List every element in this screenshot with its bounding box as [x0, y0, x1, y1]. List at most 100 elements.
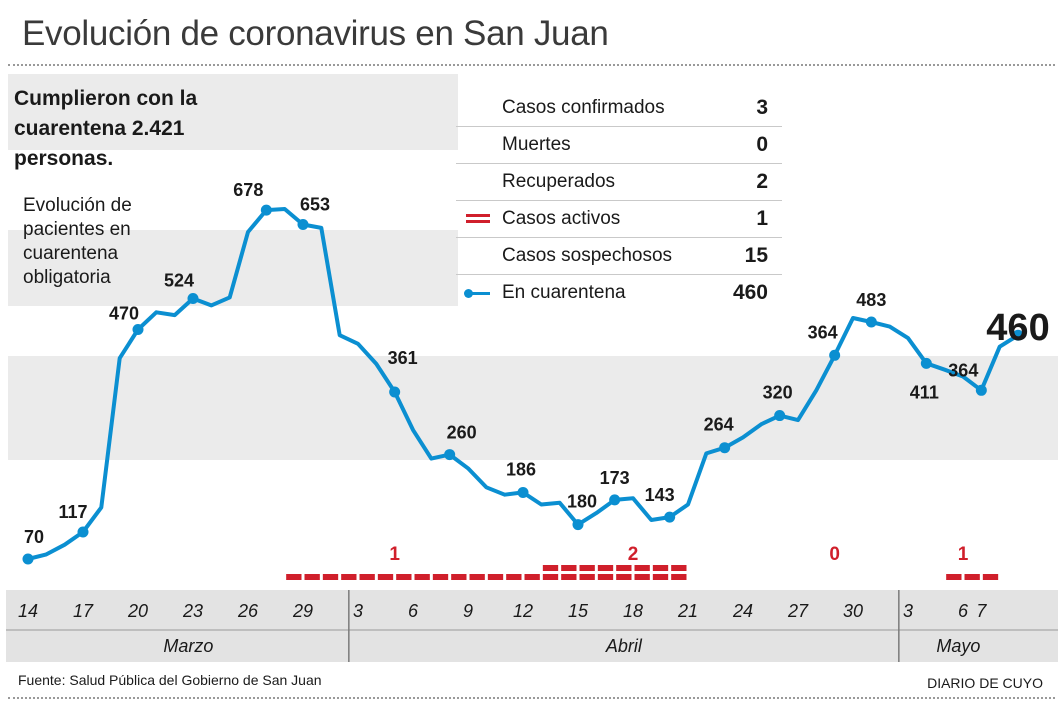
x-tick-label: 14 [18, 601, 38, 621]
active-case-block [359, 574, 375, 580]
summary-label: Casos activos [502, 208, 621, 229]
data-point [297, 218, 309, 230]
summary-value: 2 [756, 170, 768, 193]
subtitle: Cumplieron con la cuarentena 2.421 perso… [14, 87, 198, 170]
active-case-block [286, 574, 302, 580]
data-point [609, 494, 621, 506]
data-label: 678 [233, 180, 263, 200]
x-tick-label: 30 [843, 601, 863, 621]
active-case-block [964, 574, 980, 580]
data-label: 364 [808, 322, 838, 342]
data-point [260, 204, 272, 216]
data-label: 264 [704, 415, 734, 435]
x-tick-label: 17 [73, 601, 94, 621]
data-point [1012, 329, 1024, 341]
data-label: 411 [910, 382, 939, 402]
active-case-block [652, 565, 669, 571]
summary-label: En cuarentena [502, 282, 626, 303]
quarantine-line-marker-icon [464, 289, 490, 298]
data-point [920, 357, 932, 369]
x-tick-label: 6 [408, 601, 419, 621]
summary-value: 15 [744, 244, 768, 267]
data-point [719, 442, 731, 454]
summary-value: 3 [756, 96, 768, 119]
bottom-divider [8, 697, 1055, 699]
x-tick-label: 21 [677, 601, 698, 621]
x-tick-label: 18 [623, 601, 643, 621]
active-case-block [616, 565, 632, 571]
data-label: 180 [567, 492, 597, 512]
summary-row-cuarentena: En cuarentena 460 [456, 275, 782, 311]
data-label: 260 [447, 423, 477, 443]
data-label-latest: 460 [986, 307, 1049, 349]
mid-band [8, 356, 1058, 460]
data-label: 470 [109, 303, 139, 323]
summary-label: Recuperados [502, 171, 616, 192]
active-case-block [524, 574, 540, 580]
active-case-block [652, 574, 669, 580]
data-point [77, 526, 89, 538]
data-label: 186 [506, 459, 536, 479]
data-label: 361 [388, 348, 418, 368]
data-label: 483 [856, 290, 886, 310]
data-label: 524 [164, 271, 194, 291]
data-point [829, 349, 841, 361]
active-case-block [579, 574, 595, 580]
active-case-block [671, 565, 687, 571]
data-label: 173 [600, 468, 630, 488]
active-case-block [597, 565, 614, 571]
active-cases-label: 0 [829, 544, 840, 565]
chart-title: Evolución de coronavirus en San Juan [22, 14, 609, 53]
month-label: Mayo [936, 636, 980, 656]
data-point [572, 519, 584, 531]
data-point [664, 511, 676, 523]
summary-row-confirmados: Casos confirmados 3 [456, 90, 782, 127]
active-case-block [304, 574, 320, 580]
x-tick-label: 3 [353, 601, 363, 621]
active-cases-label: 2 [628, 544, 639, 565]
data-point [444, 449, 456, 461]
active-case-block [561, 574, 577, 580]
active-case-block [341, 574, 357, 580]
active-case-block [414, 574, 430, 580]
summary-value: 0 [756, 133, 768, 156]
active-cases-label: 1 [958, 544, 969, 565]
publisher-brand: DIARIO DE CUYO [927, 675, 1043, 691]
data-point [975, 384, 987, 396]
active-case-block [451, 574, 467, 580]
active-case-block [634, 574, 650, 580]
active-case-block [946, 574, 962, 580]
summary-value: 460 [732, 281, 768, 304]
active-case-block [634, 565, 650, 571]
x-tick-label: 27 [787, 601, 809, 621]
active-case-block [616, 574, 632, 580]
data-point [187, 293, 199, 305]
x-tick-label: 29 [292, 601, 313, 621]
data-label: 320 [763, 383, 793, 403]
active-case-block [579, 565, 595, 571]
caption-band [8, 230, 458, 306]
data-label: 143 [645, 485, 675, 505]
data-point [132, 323, 144, 335]
summary-row-muertes: Muertes 0 [456, 127, 782, 164]
data-label: 117 [58, 502, 87, 522]
active-cases-label: 1 [389, 544, 400, 565]
active-case-block [322, 574, 339, 580]
active-cases-marker-icon [466, 214, 490, 223]
summary-label: Casos confirmados [502, 97, 665, 118]
x-tick-label: 9 [463, 601, 473, 621]
data-label: 653 [300, 194, 330, 214]
active-case-block [432, 574, 449, 580]
data-point [22, 553, 34, 565]
x-tick-label: 7 [976, 601, 987, 621]
x-tick-label: 3 [903, 601, 913, 621]
x-tick-label: 15 [568, 601, 589, 621]
top-divider [8, 64, 1055, 66]
active-case-block [982, 574, 999, 580]
data-point [774, 410, 786, 422]
summary-row-recuperados: Recuperados 2 [456, 164, 782, 201]
active-case-block [542, 574, 559, 580]
summary-value: 1 [756, 207, 768, 230]
summary-table: Casos confirmados 3 Muertes 0 Recuperado… [456, 90, 782, 311]
